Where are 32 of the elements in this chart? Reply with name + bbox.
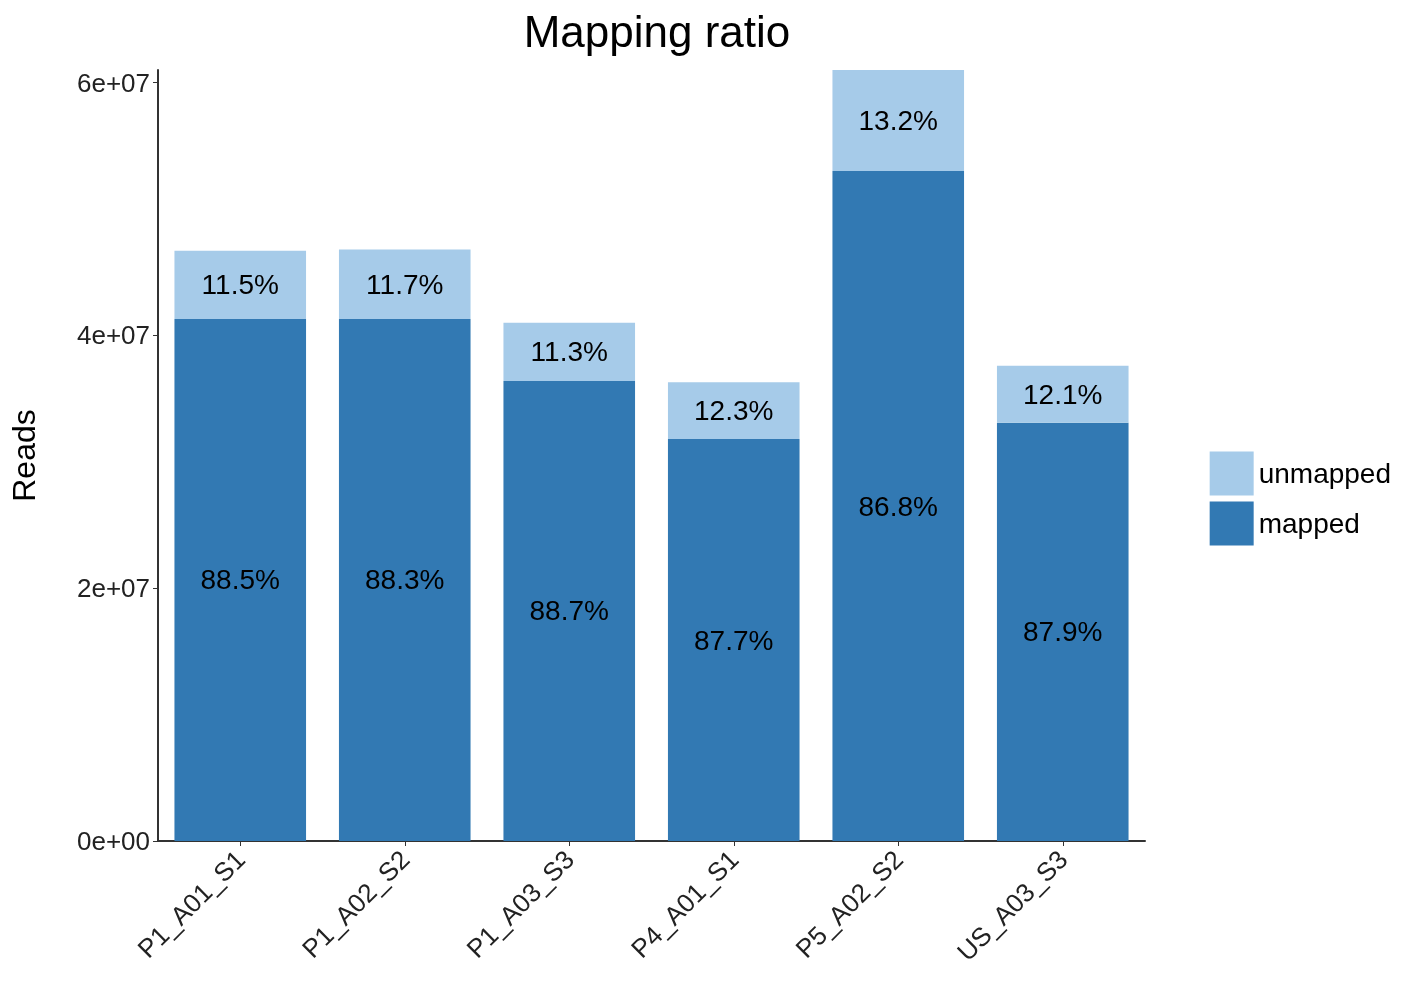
- annotation: 11.7%: [366, 268, 444, 300]
- annotation: 11.3%: [530, 336, 608, 368]
- bar: [996, 365, 1129, 423]
- chart-title: Mapping ratio: [523, 6, 791, 56]
- annotation: 88.5%: [200, 564, 280, 596]
- annotation: 86.8%: [858, 490, 938, 522]
- annotation: 88.3%: [365, 564, 445, 596]
- bar: [832, 171, 965, 841]
- bar: [667, 439, 800, 841]
- bar: [832, 70, 965, 172]
- bar: [338, 319, 471, 841]
- y-tick-label: 4e+07: [76, 320, 150, 351]
- annotation: 88.7%: [529, 595, 609, 627]
- annotation: 87.9%: [1023, 616, 1103, 648]
- legend-label: mapped: [1258, 508, 1360, 539]
- bar: [503, 322, 636, 381]
- y-tick-label: 0e+00: [76, 826, 150, 856]
- annotation: 12.3%: [694, 395, 774, 427]
- bar: [174, 319, 307, 841]
- bar: [174, 250, 307, 319]
- y-tick-label: 2e+07: [76, 573, 150, 604]
- bar: [996, 422, 1129, 841]
- bar: [503, 380, 636, 841]
- bar: [338, 249, 471, 319]
- y-tick-label: 6e+07: [76, 67, 150, 98]
- annotation: 11.5%: [201, 269, 279, 301]
- legend-label: unmapped: [1258, 458, 1392, 489]
- annotation: 87.7%: [694, 624, 774, 656]
- annotation: 13.2%: [858, 105, 938, 137]
- bar: [667, 382, 800, 440]
- y-axis-title: Reads: [6, 409, 42, 502]
- annotation: 12.1%: [1023, 378, 1103, 410]
